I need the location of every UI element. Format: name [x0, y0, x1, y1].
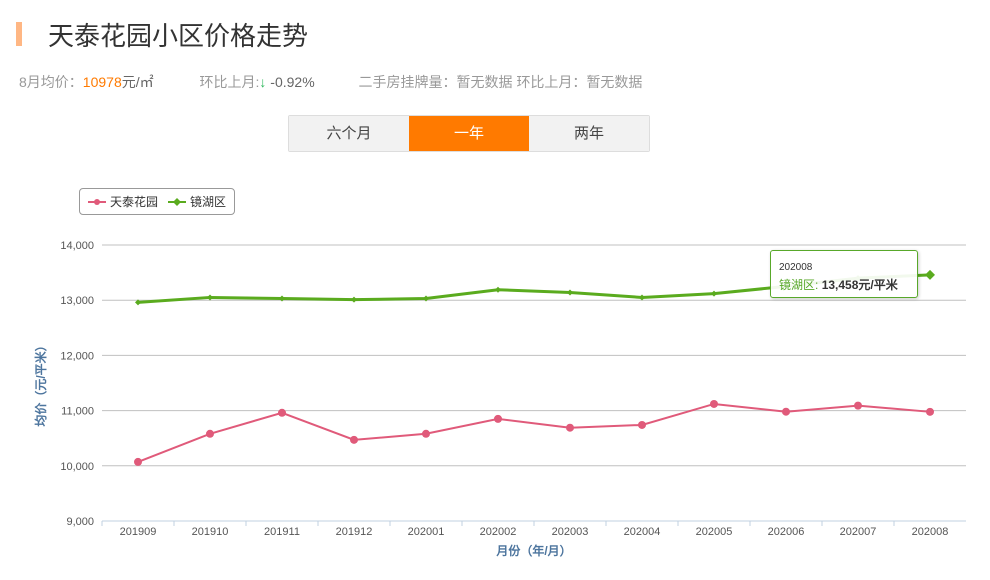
data-point: [854, 401, 862, 410]
x-tick-label: 202004: [624, 526, 661, 538]
y-axis-title: 均价（元/平米）: [33, 339, 48, 426]
data-point: [278, 408, 286, 417]
data-point: [638, 420, 646, 429]
x-tick-label: 202006: [768, 526, 805, 538]
tab-six-months[interactable]: 六个月: [289, 116, 409, 151]
x-tick-label: 202003: [552, 526, 589, 538]
series-line-0: [137, 402, 931, 463]
y-tick-label: 9,000: [66, 516, 94, 528]
chart-legend: 天泰花园 镜湖区: [79, 188, 236, 215]
data-point: [925, 269, 935, 280]
y-tick-label: 10,000: [60, 461, 94, 473]
data-point: [926, 407, 934, 416]
tab-one-year[interactable]: 一年: [409, 116, 529, 151]
data-point: [350, 435, 358, 444]
x-tick-label: 202002: [480, 526, 517, 538]
page-title: 天泰花园小区价格走势: [48, 21, 309, 51]
data-point: [494, 414, 502, 423]
mom-label: 环比上月:: [199, 74, 260, 90]
avg-value: 10978: [82, 74, 122, 90]
listing-mom-label: 环比上月：: [516, 74, 587, 90]
tab-two-years[interactable]: 两年: [529, 116, 649, 151]
y-tick-label: 14,000: [60, 240, 94, 252]
data-point: [495, 286, 501, 293]
tooltip-period: 202008: [779, 262, 813, 273]
listing-value: 暂无数据: [456, 74, 513, 90]
data-point: [423, 295, 429, 302]
data-point: [135, 299, 141, 306]
x-tick-label: 202008: [912, 526, 949, 538]
data-point: [566, 423, 574, 432]
data-point: [206, 429, 214, 438]
x-tick-label: 201911: [264, 526, 300, 538]
x-tick-label: 201910: [192, 526, 229, 538]
x-tick-label: 201909: [120, 526, 157, 538]
down-arrow-icon: ↓: [259, 74, 267, 90]
data-point: [782, 407, 790, 416]
x-tick-label: 202001: [408, 526, 445, 538]
data-point: [711, 290, 717, 297]
data-point: [710, 399, 718, 408]
tooltip-value: 13,458元/平米: [821, 278, 898, 292]
data-point: [134, 457, 142, 466]
stats-row: 8月均价：10978元/㎡ 环比上月:↓ -0.92% 二手房挂牌量：暂无数据 …: [19, 72, 642, 92]
legend-item-tiantai[interactable]: 天泰花园: [88, 193, 158, 210]
legend-item-jinghu[interactable]: 镜湖区: [168, 193, 226, 210]
data-point: [279, 295, 285, 302]
x-tick-label: 202007: [840, 526, 877, 538]
period-tabs: 六个月 一年 两年: [288, 115, 650, 152]
avg-label: 8月均价：: [19, 74, 83, 90]
listing-mom-value: 暂无数据: [586, 74, 643, 90]
data-point: [207, 294, 213, 301]
y-tick-label: 12,000: [60, 350, 94, 362]
avg-unit: 元/㎡: [121, 74, 154, 90]
x-tick-label: 202005: [696, 526, 733, 538]
chart-tooltip: 202008 镜湖区: 13,458元/平米: [770, 250, 918, 298]
mom-value: -0.92%: [270, 74, 315, 90]
data-point: [567, 289, 573, 296]
data-point: [639, 294, 645, 301]
y-tick-label: 11,000: [61, 406, 94, 418]
title-accent: [16, 22, 22, 46]
listing-label: 二手房挂牌量：: [358, 74, 457, 90]
data-point: [351, 296, 357, 303]
x-tick-label: 201912: [336, 526, 373, 538]
data-point: [422, 429, 430, 438]
x-axis-title: 月份（年/月）: [495, 543, 571, 558]
tooltip-series: 镜湖区:: [779, 278, 819, 292]
y-tick-label: 13,000: [60, 295, 94, 307]
